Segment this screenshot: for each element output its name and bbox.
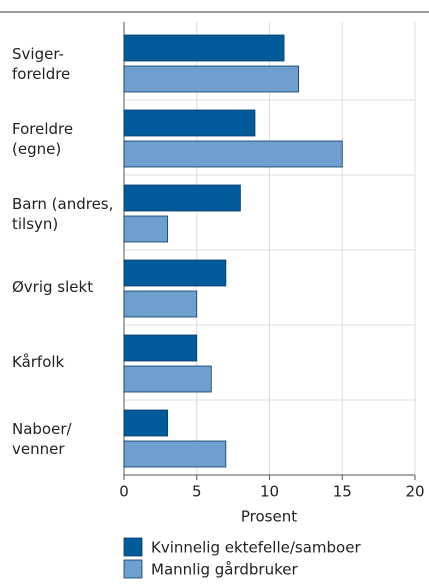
bar [123,365,212,393]
bar [123,259,227,287]
category-label-line: Naboer/ [12,420,73,438]
category-label-line: Barn (andres, [12,195,113,213]
category-label-line: Sviger- [12,45,64,63]
bar [123,334,198,362]
category-label: Øvrig slekt [12,278,93,296]
x-tick-label: 0 [119,483,129,501]
bar [123,140,343,168]
category-label: Foreldre (egne) [12,120,73,158]
category-label: Kårfolk [12,353,65,371]
category-label: Barn (andres, tilsyn) [12,195,113,233]
bar [123,409,169,437]
x-tick-label: 10 [260,483,279,501]
bar [123,215,169,243]
x-tick-label: 15 [333,483,352,501]
legend-swatch [123,537,143,557]
bar [123,65,300,93]
category-label: Sviger-foreldre [12,45,70,83]
x-tick-label: 20 [405,483,424,501]
legend-label: Kvinnelig ektefelle/samboer [151,539,361,557]
category-label-line: tilsyn) [12,215,58,233]
x-axis-label: Prosent [241,508,297,526]
category-label-line: Kårfolk [12,353,65,371]
category-label-line: (egne) [12,140,61,158]
bar [123,109,256,137]
category-label-line: Øvrig slekt [12,278,93,296]
legend-label: Mannlig gårdbruker [151,561,298,579]
bar [123,440,227,468]
legend-swatch [123,559,143,579]
category-label-line: foreldre [12,65,70,83]
category-label-line: venner [12,440,65,458]
bar [123,290,198,318]
bar [123,34,285,62]
bar [123,184,241,212]
category-label-line: Foreldre [12,120,73,138]
x-tick-label: 5 [192,483,202,501]
category-label: Naboer/venner [12,420,73,458]
